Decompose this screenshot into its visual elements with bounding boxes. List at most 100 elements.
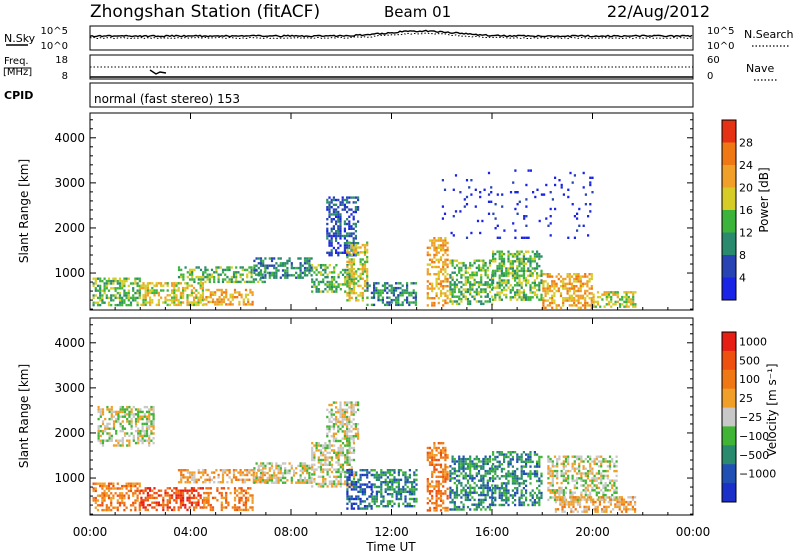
velocity-ytick-label: 3000 [54,381,85,395]
power-echo-region [140,282,204,306]
power-colorbar-tick: 28 [739,137,753,150]
velocity-colorbar-tick: 25 [739,392,753,405]
beam-label: Beam 01 [384,3,451,21]
power-colorbar-tick: 4 [739,272,746,285]
velocity-echo-region [93,483,141,512]
freq-unit-label: [MHz] [3,67,32,78]
power-colorbar-swatch [722,120,736,143]
power-echo-layer [93,169,637,309]
velocity-colorbar-tick: 100 [739,373,760,386]
power-ylabel: Slant Range [km] [17,159,31,263]
power-colorbar-swatch [722,188,736,211]
time-tick-label: 00:00 [73,525,108,539]
velocity-echo-layer [93,401,637,513]
velocity-echo-region [346,469,372,510]
velocity-colorbar-swatch [722,464,736,483]
velocity-colorbar-swatch [722,483,736,502]
velocity-ytick-label: 4000 [54,336,85,350]
freq-panel: Freq. [MHz] 18 8 60 0 Nave [3,55,778,82]
velocity-echo-region [326,401,359,442]
cpid-panel: CPID normal (fast stereo) 153 [4,83,693,107]
time-tick-label: 16:00 [475,525,510,539]
power-tick-layer: 1000 2000 3000 4000 [54,113,693,310]
nsearch-tick-top: 10^5 [707,26,734,37]
velocity-colorbar-swatch [722,332,736,351]
velocity-echo-region [203,487,254,511]
power-echo-region [449,260,493,306]
power-echo-region [366,282,417,306]
power-colorbar-tick: 8 [739,249,746,262]
power-colorbar-label: Power [dB] [757,167,771,232]
velocity-echo-region [371,469,417,507]
velocity-echo-region [178,469,266,483]
velocity-echo-region [555,496,636,513]
time-tick-label: 12:00 [374,525,409,539]
nave-tick-bottom: 0 [707,71,713,82]
velocity-ytick-label: 1000 [54,471,85,485]
freq-label: Freq. [4,56,29,67]
nsky-label: N.Sky [4,32,36,45]
date-label: 22/Aug/2012 [607,2,710,21]
velocity-colorbar-tick: −25 [739,411,762,424]
velocity-echo-region [98,406,155,447]
velocity-echo-region [449,456,493,511]
velocity-colorbar-label: Velocity [m s⁻¹] [765,363,779,456]
velocity-echo-region [492,451,543,506]
velocity-echo-region [427,442,449,512]
power-ytick-label: 2000 [54,221,85,235]
velocity-echo-region [140,487,204,511]
power-colorbar-swatch [722,143,736,166]
nsky-panel: N.Sky 10^5 10^0 10^5 10^0 N.Search [4,26,794,52]
velocity-colorbar-swatch [722,408,736,427]
power-echo-region [442,169,594,239]
cpid-label: CPID [4,89,33,102]
velocity-colorbar-tick: −1000 [739,468,776,481]
velocity-colorbar-tick: 500 [739,354,760,367]
power-echo-region [427,237,449,307]
freq-dip-mark [150,70,166,74]
freq-tick-top: 18 [55,55,68,66]
power-ytick-label: 4000 [54,131,85,145]
velocity-echo-region [253,462,312,484]
power-ytick-label: 1000 [54,266,85,280]
station-title: Zhongshan Station (fitACF) [90,2,320,22]
velocity-colorbar-tick: 1000 [739,335,767,348]
power-colorbar-swatch [722,278,736,301]
power-ytick-label: 3000 [54,176,85,190]
power-panel: 1000 2000 3000 4000 Slant Range [km] 4 8 12 16… [17,113,771,310]
power-echo-region [492,251,543,301]
power-colorbar-swatch [722,255,736,278]
power-echo-region [346,242,368,302]
power-colorbar-tick: 16 [739,204,753,217]
power-colorbar-swatch [722,233,736,256]
velocity-ytick-label: 2000 [54,426,85,440]
velocity-ylabel: Slant Range [km] [17,364,31,468]
velocity-colorbar-swatch [722,370,736,389]
power-colorbar-swatch [722,165,736,188]
velocity-panel: 1000 2000 3000 4000 Slant Range [km] 1000 50… [17,318,779,515]
power-colorbar-tick: 12 [739,227,753,240]
nsky-tick-bottom: 10^0 [41,41,68,52]
velocity-colorbar-swatch [722,351,736,370]
power-colorbar-swatch [722,210,736,233]
power-frame [90,113,693,310]
nsearch-tick-bottom: 10^0 [707,41,734,52]
power-colorbar-tick: 24 [739,159,753,172]
time-tick-label: 00:00 [676,525,711,539]
time-tick-label: 04:00 [173,525,208,539]
cpid-text: normal (fast stereo) 153 [94,92,240,106]
nsearch-label: N.Search [744,28,794,41]
time-tick-label: 08:00 [274,525,309,539]
nsky-tick-top: 10^5 [41,26,68,37]
power-echo-region [178,266,266,283]
velocity-echo-region [547,456,617,502]
freq-tick-bottom: 8 [62,71,68,82]
time-axis-label: Time UT [365,540,416,554]
power-echo-region [203,289,254,306]
velocity-colorbar-swatch [722,445,736,464]
velocity-colorbar-swatch [722,426,736,445]
